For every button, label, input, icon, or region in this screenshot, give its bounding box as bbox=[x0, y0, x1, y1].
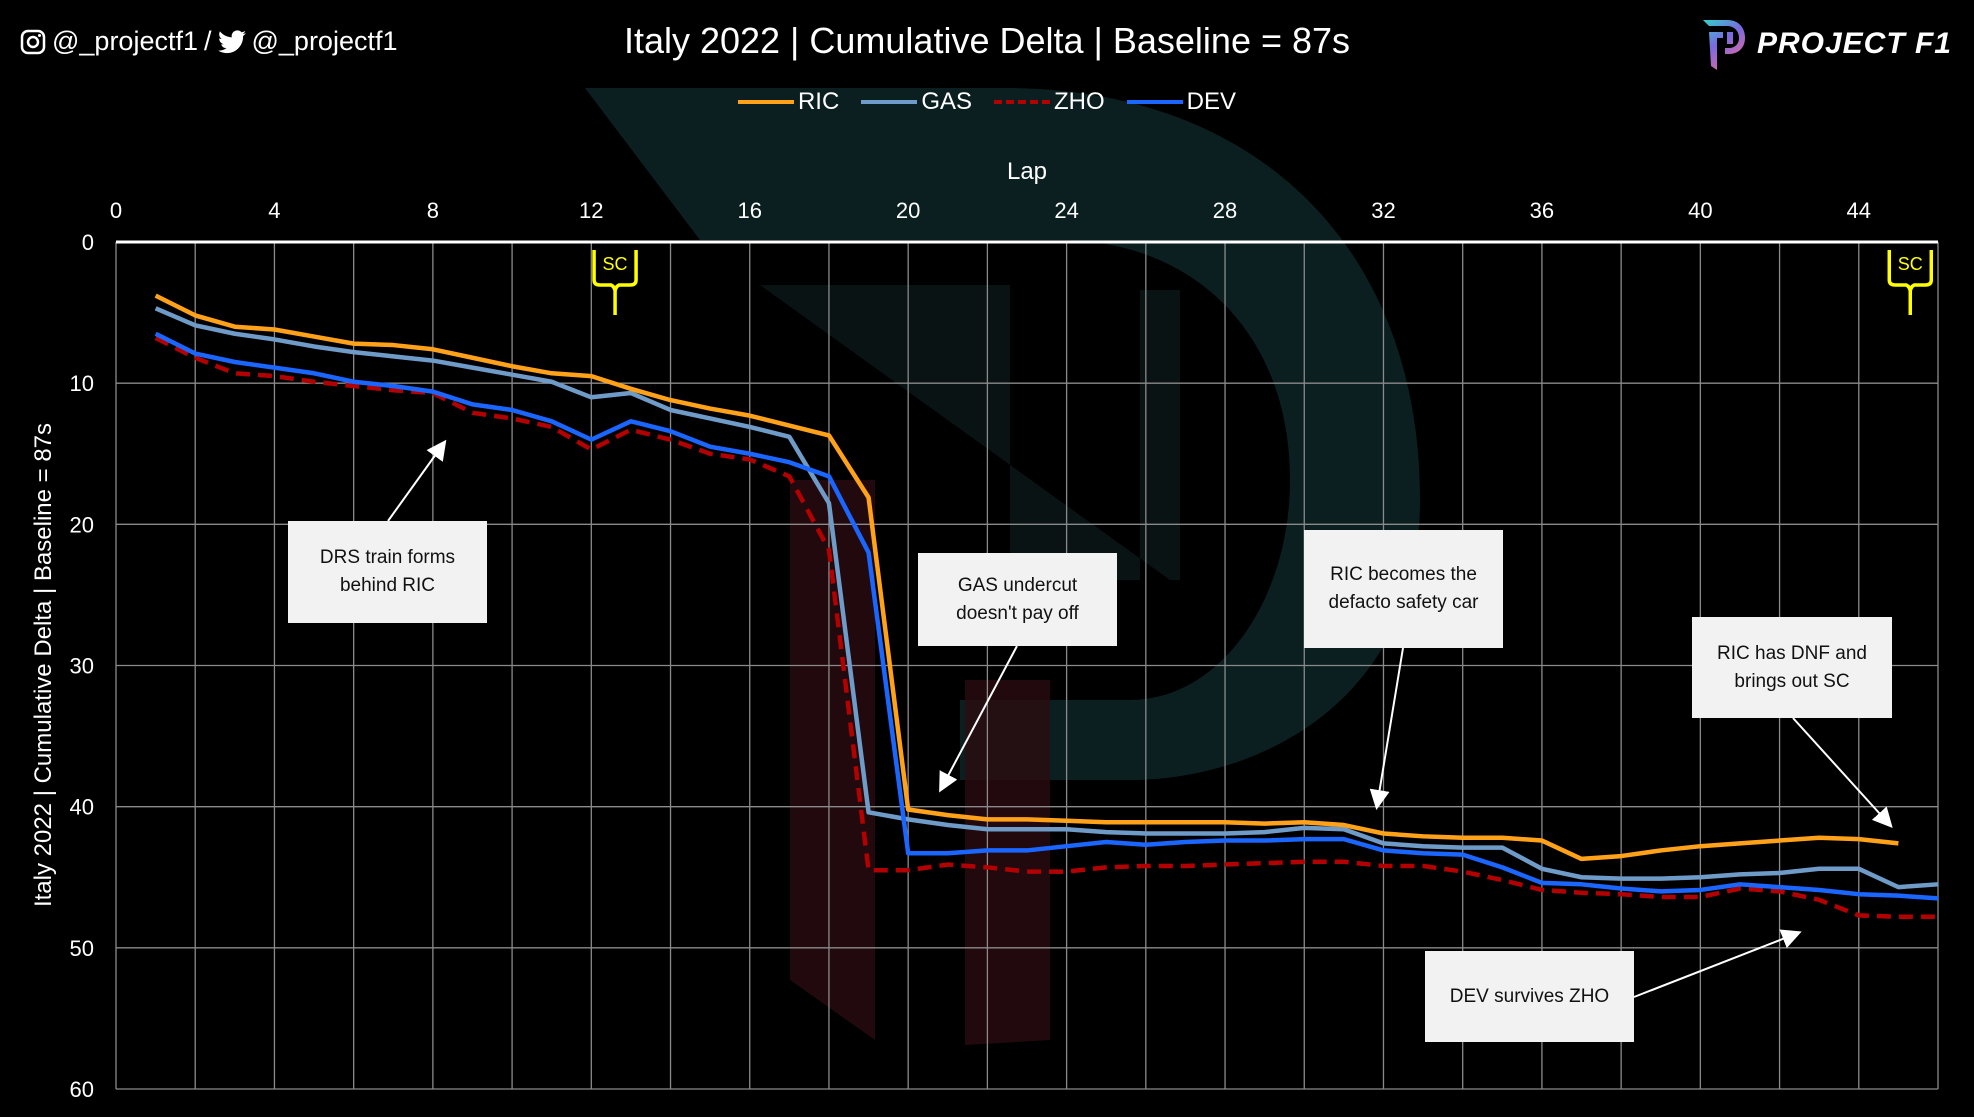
x-tick-label: 20 bbox=[896, 198, 920, 223]
x-tick-label: 0 bbox=[110, 198, 122, 223]
y-axis-label: Italy 2022 | Cumulative Delta | Baseline… bbox=[30, 422, 57, 908]
twitter-handle: @_projectf1 bbox=[251, 26, 398, 56]
x-tick-label: 36 bbox=[1530, 198, 1554, 223]
chart-title: Italy 2022 | Cumulative Delta | Baseline… bbox=[623, 20, 1351, 61]
annotation-arrow-dev bbox=[1633, 929, 1802, 998]
x-tick-label: 24 bbox=[1054, 198, 1078, 223]
annotation-arrows bbox=[387, 439, 1893, 998]
sc-bracket bbox=[1887, 250, 1934, 315]
sc-label: SC bbox=[1898, 254, 1923, 274]
legend-label-gas: GAS bbox=[921, 88, 972, 115]
sc-marker: SC bbox=[1887, 250, 1934, 315]
legend-item-gas: GAS bbox=[861, 88, 972, 116]
series-lines bbox=[154, 293, 1939, 920]
annotation-arrow-dnf bbox=[1792, 717, 1893, 828]
x-tick-label: 4 bbox=[268, 198, 280, 223]
legend-swatch-ric bbox=[737, 100, 794, 104]
handle-separator: / bbox=[203, 26, 212, 56]
series-line-dev bbox=[154, 331, 1939, 901]
y-tick-label: 0 bbox=[82, 230, 94, 255]
safety-car-markers: SC SC bbox=[592, 250, 1934, 315]
annotation-gas-undercut: GAS undercut doesn't pay off bbox=[918, 553, 1117, 646]
twitter-icon bbox=[217, 29, 246, 53]
project-f1-logo-icon bbox=[1702, 20, 1745, 70]
y-tick-label: 20 bbox=[70, 512, 94, 537]
sc-label: SC bbox=[603, 254, 628, 274]
legend-swatch-dev bbox=[1126, 100, 1183, 104]
annotation-arrow-drs bbox=[387, 439, 447, 522]
legend-label-zho: ZHO bbox=[1054, 88, 1105, 115]
x-tick-labels: 0 4 8 12 16 20 24 28 32 36 40 44 bbox=[110, 198, 1871, 223]
y-tick-label: 40 bbox=[70, 795, 94, 820]
legend-swatch-zho bbox=[994, 100, 1050, 104]
sc-marker: SC bbox=[592, 250, 638, 315]
series-line-zho bbox=[154, 335, 1938, 920]
legend-item-zho: ZHO bbox=[994, 88, 1105, 116]
x-tick-label: 32 bbox=[1371, 198, 1395, 223]
logo-text: PROJECT F1 bbox=[1756, 27, 1952, 60]
annotation-dev-survives: DEV survives ZHO bbox=[1425, 951, 1634, 1042]
x-tick-label: 8 bbox=[427, 198, 439, 223]
legend-swatch-gas bbox=[861, 100, 918, 104]
annotation-ric-dnf: RIC has DNF and brings out SC bbox=[1692, 617, 1892, 718]
y-tick-labels: 0 10 20 30 40 50 60 bbox=[70, 230, 94, 1102]
grid bbox=[115, 240, 1939, 1090]
y-tick-label: 50 bbox=[70, 936, 94, 961]
legend-label-ric: RIC bbox=[797, 88, 840, 115]
project-f1-logo: PROJECT F1 bbox=[1701, 16, 1952, 72]
x-tick-label: 16 bbox=[737, 198, 761, 223]
legend: RIC GAS ZHO DEV bbox=[0, 88, 1974, 116]
annotation-ric-safety-car: RIC becomes the defacto safety car bbox=[1304, 530, 1503, 648]
instagram-handle: @_projectf1 bbox=[52, 26, 198, 56]
x-tick-label: 12 bbox=[579, 198, 603, 223]
y-tick-label: 30 bbox=[70, 654, 94, 679]
legend-label-dev: DEV bbox=[1186, 88, 1237, 115]
x-tick-label: 44 bbox=[1847, 198, 1871, 223]
x-axis-label: Lap bbox=[1006, 158, 1048, 185]
series-line-ric bbox=[154, 293, 1899, 862]
legend-item-dev: DEV bbox=[1126, 88, 1237, 116]
social-handles: @_projectf1 / @_projectf1 bbox=[20, 26, 397, 57]
series-line-gas bbox=[154, 306, 1939, 890]
annotation-arrow-undercut bbox=[939, 645, 1018, 793]
sc-bracket bbox=[592, 250, 638, 315]
y-tick-label: 10 bbox=[70, 371, 94, 396]
instagram-icon bbox=[20, 29, 46, 54]
x-tick-label: 40 bbox=[1688, 198, 1712, 223]
annotation-arrow-safety-car bbox=[1369, 647, 1404, 810]
x-tick-label: 28 bbox=[1213, 198, 1237, 223]
y-tick-label: 60 bbox=[70, 1077, 94, 1102]
legend-item-ric: RIC bbox=[737, 88, 840, 116]
annotation-drs-train: DRS train forms behind RIC bbox=[288, 521, 487, 623]
